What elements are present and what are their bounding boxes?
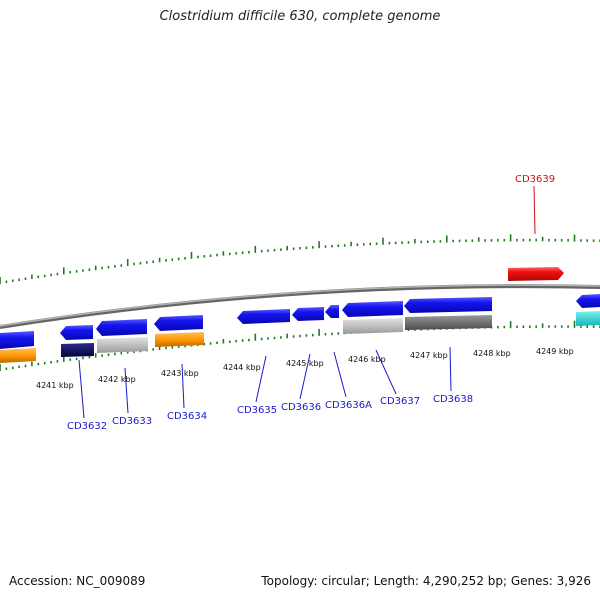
gene-arrow-cd3636a[interactable]: [325, 305, 339, 318]
gene-label-cd3639[interactable]: CD3639: [515, 174, 555, 185]
gene-arrow-cd3638[interactable]: [404, 297, 492, 313]
genome-backbone-highlight: [0, 284, 600, 327]
gene-label-cd3636[interactable]: CD3636: [281, 402, 321, 413]
feature-bar-orange: [155, 332, 204, 347]
gene-label-cd3635[interactable]: CD3635: [237, 405, 277, 416]
map-title: Clostridium difficile 630, complete geno…: [159, 9, 441, 24]
leader-line-cd3635: [255, 355, 267, 403]
gene-label-cd3637[interactable]: CD3637: [380, 396, 420, 407]
leader-line-cd3636: [299, 353, 311, 400]
feature-bar-navy: [61, 343, 94, 357]
gene-arrow-cd3635[interactable]: [237, 309, 290, 324]
genome-summary-text: Topology: circular; Length: 4,290,252 bp…: [261, 574, 591, 588]
feature-bar-lightgray-1: [97, 337, 148, 353]
gene-label-cd3633[interactable]: CD3633: [112, 416, 152, 427]
feature-bar-cyan-right: [576, 311, 600, 326]
gene-label-cd3634[interactable]: CD3634: [167, 411, 207, 422]
leader-line-cd3632: [78, 359, 85, 419]
gene-arrow-cd3639[interactable]: [508, 267, 564, 281]
gene-arrow-partial-right[interactable]: [576, 294, 600, 308]
leader-line-cd3634: [181, 363, 185, 409]
kbp-label: 4247 kbp: [410, 351, 448, 360]
leader-line-cd3638: [449, 346, 452, 392]
gene-label-cd3638[interactable]: CD3638: [433, 394, 473, 405]
kbp-label: 4249 kbp: [536, 347, 574, 356]
leader-lines: [78, 346, 452, 419]
gene-arrow-cd3634[interactable]: [154, 315, 203, 331]
kbp-label: 4244 kbp: [223, 363, 261, 372]
leader-line-cd3639: [533, 185, 536, 235]
leader-line-cd3637: [375, 349, 397, 395]
gene-label-cd3632[interactable]: CD3632: [67, 421, 107, 432]
kbp-label: 4242 kbp: [98, 375, 136, 384]
leader-line-cd3633: [124, 367, 129, 414]
feature-bar-lightgray-2: [343, 318, 403, 334]
gene-arrow-cd3632[interactable]: [60, 325, 93, 340]
accession-text: Accession: NC_009089: [9, 574, 146, 588]
kbp-label: 4241 kbp: [36, 381, 74, 390]
outer-tick-marks: [0, 234, 600, 284]
leader-line-cd3636a: [333, 351, 347, 398]
gene-label-cd3636a[interactable]: CD3636A: [325, 400, 372, 411]
gene-arrow-cd3637[interactable]: [342, 301, 403, 317]
kbp-label: 4245 kbp: [286, 359, 324, 368]
feature-bar-darkgray: [405, 315, 492, 330]
kbp-label: 4248 kbp: [473, 349, 511, 358]
feature-bar-orange-left: [0, 348, 36, 363]
genome-backbone: [0, 284, 600, 329]
kbp-label: 4243 kbp: [161, 369, 199, 378]
gene-arrow-partial-left[interactable]: [0, 331, 34, 349]
gene-arrow-cd3636[interactable]: [292, 307, 324, 321]
gene-arrow-cd3633[interactable]: [96, 319, 147, 336]
kbp-label: 4246 kbp: [348, 355, 386, 364]
